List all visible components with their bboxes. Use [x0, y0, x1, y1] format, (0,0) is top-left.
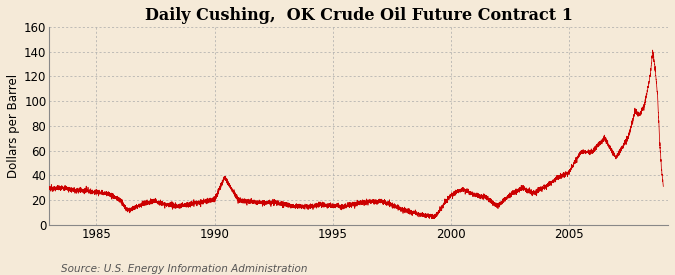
Y-axis label: Dollars per Barrel: Dollars per Barrel [7, 74, 20, 178]
Title: Daily Cushing,  OK Crude Oil Future Contract 1: Daily Cushing, OK Crude Oil Future Contr… [144, 7, 572, 24]
Text: Source: U.S. Energy Information Administration: Source: U.S. Energy Information Administ… [61, 264, 307, 274]
